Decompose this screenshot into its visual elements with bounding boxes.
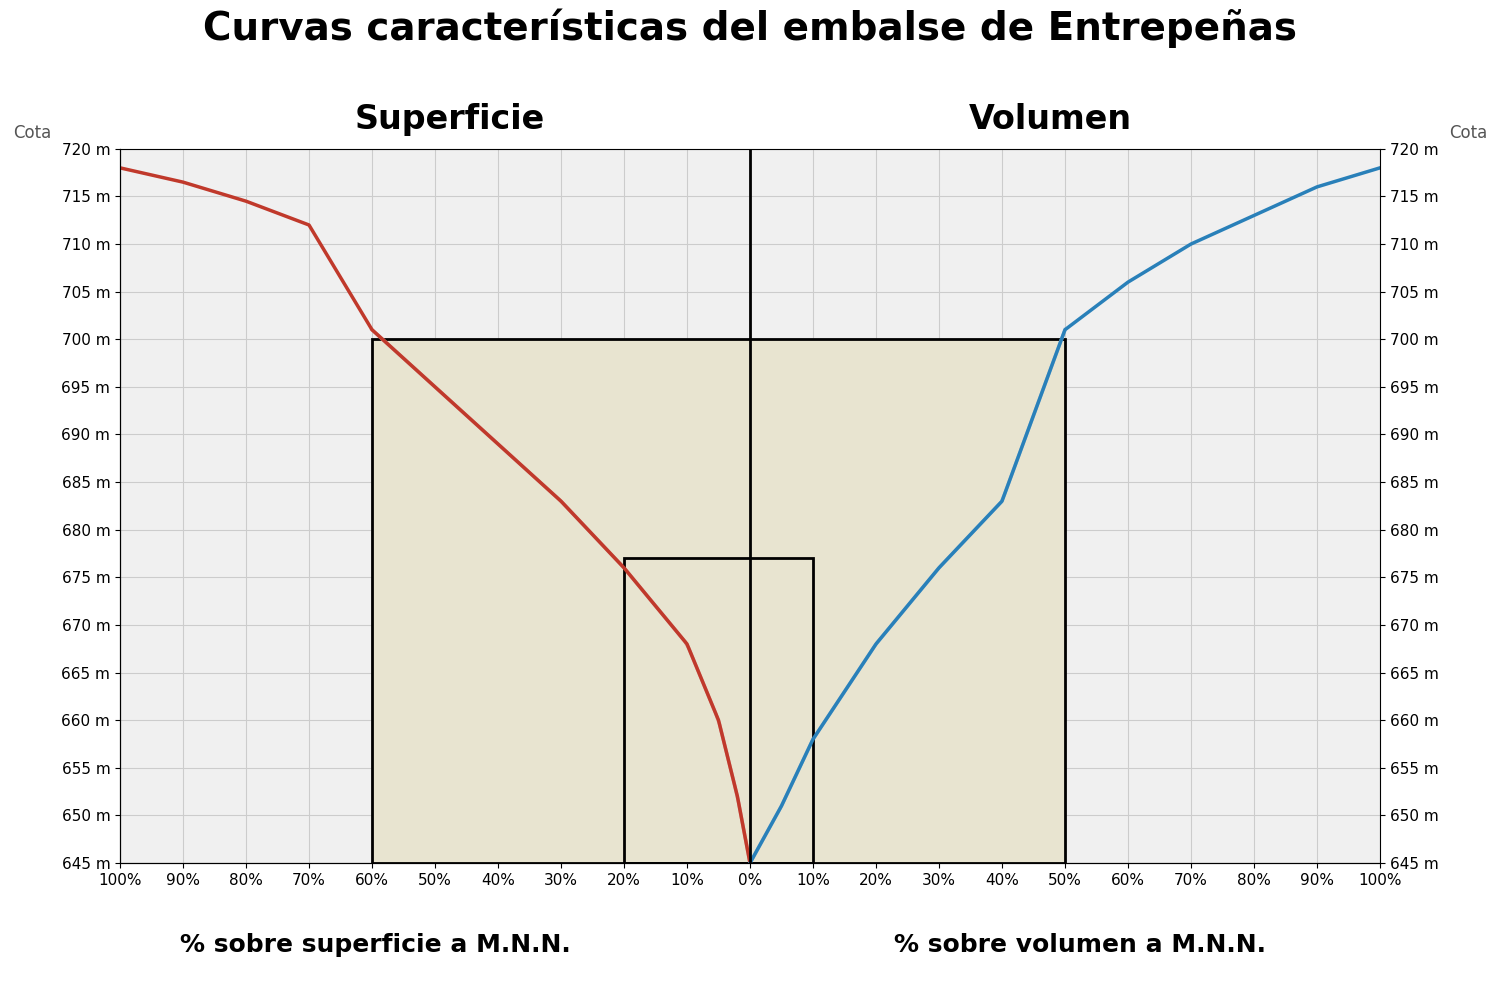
Text: Volumen: Volumen (969, 103, 1131, 136)
Text: Cota: Cota (12, 124, 51, 142)
Text: Cota: Cota (1449, 124, 1488, 142)
Text: % sobre volumen a M.N.N.: % sobre volumen a M.N.N. (894, 933, 1266, 957)
Bar (624, 558, 813, 863)
Text: Superficie: Superficie (356, 103, 544, 136)
Bar (372, 339, 1065, 863)
Text: % sobre superficie a M.N.N.: % sobre superficie a M.N.N. (180, 933, 570, 957)
Text: Curvas características del embalse de Entrepeñas: Curvas características del embalse de En… (202, 8, 1298, 48)
